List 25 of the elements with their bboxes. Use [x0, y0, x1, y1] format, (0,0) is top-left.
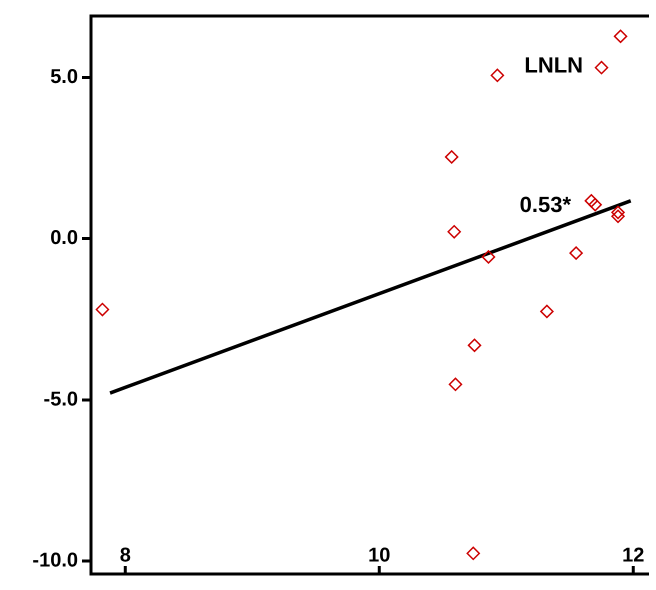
point: [466, 546, 480, 560]
y-tick-label: 0.0: [50, 227, 78, 250]
point: [448, 378, 462, 392]
y-tick-label: 5.0: [50, 66, 78, 88]
point: [540, 304, 554, 318]
point: [447, 225, 461, 239]
point: [468, 338, 482, 352]
point: [490, 68, 504, 82]
y-tick-label: -10.0: [32, 550, 78, 572]
point: [569, 246, 583, 260]
point: [584, 194, 598, 208]
point: [611, 210, 625, 224]
y-tick-label: -5.0: [44, 388, 78, 410]
point: [611, 206, 625, 220]
point: [96, 302, 110, 316]
x-tick-label: 10: [368, 544, 390, 567]
annotation: 0.53*: [520, 192, 572, 217]
annotation: LNLN: [524, 52, 584, 78]
x-tick-label: 8: [120, 544, 131, 567]
point: [444, 150, 458, 164]
point: [482, 250, 496, 264]
x-tick-label: 12: [622, 544, 644, 567]
point: [588, 198, 602, 212]
point: [614, 30, 628, 44]
point: [594, 60, 608, 74]
